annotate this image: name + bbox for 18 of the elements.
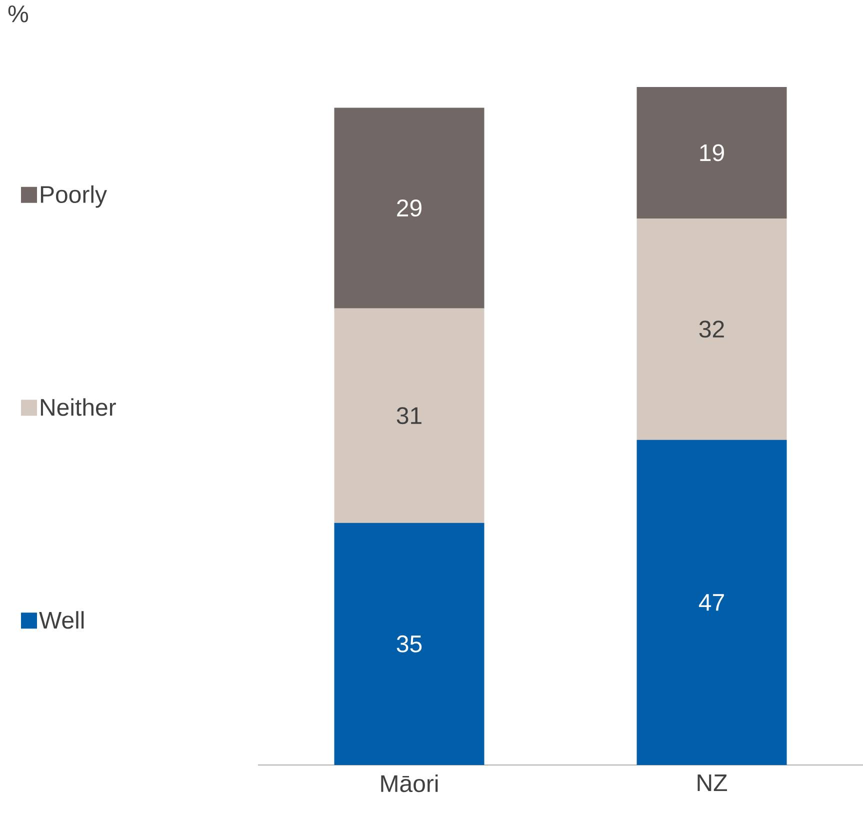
- data-label: 35: [396, 635, 422, 652]
- x-tick-label: NZ: [698, 774, 727, 792]
- data-label: 19: [700, 144, 724, 162]
- data-label: 47: [698, 594, 724, 611]
- bar: [334, 308, 484, 523]
- bar: [636, 86, 787, 218]
- data-label: 32: [699, 320, 724, 338]
- legend-label: Poorly: [40, 185, 107, 208]
- bar: [636, 440, 787, 765]
- bar: [334, 522, 484, 765]
- bar: [334, 108, 484, 308]
- data-label: 29: [397, 200, 422, 217]
- legend-label: Neither: [40, 398, 116, 416]
- data-label: 31: [396, 407, 422, 424]
- x-tick-label: Māori: [381, 774, 438, 792]
- bar: [636, 218, 787, 440]
- text: %: [8, 6, 28, 22]
- legend-label: Well: [39, 611, 84, 629]
